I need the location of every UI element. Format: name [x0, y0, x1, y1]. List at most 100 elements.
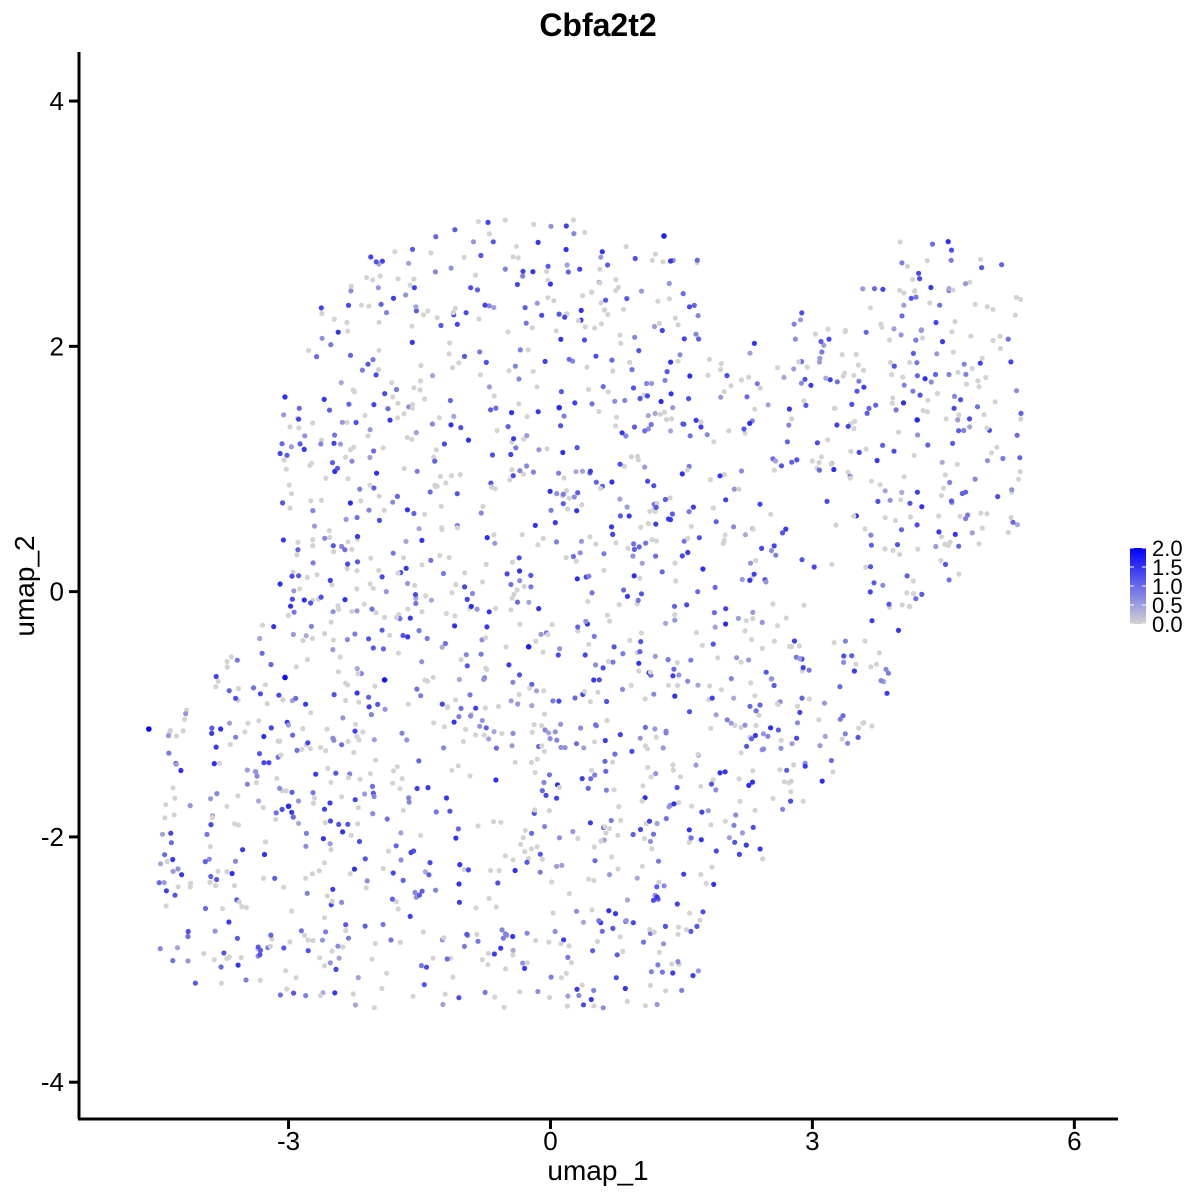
scatter-point — [161, 880, 167, 886]
scatter-point — [605, 311, 611, 318]
scatter-point — [296, 425, 302, 431]
scatter-point — [724, 373, 730, 379]
scatter-point — [303, 701, 309, 707]
scatter-point — [409, 402, 416, 408]
scatter-point — [250, 685, 257, 691]
scatter-point — [281, 884, 287, 890]
scatter-point — [345, 738, 351, 745]
scatter-point — [371, 402, 377, 408]
scatter-point — [330, 735, 336, 741]
scatter-point — [649, 846, 655, 852]
scatter-point — [371, 737, 377, 743]
scatter-point — [480, 579, 486, 585]
scatter-point — [240, 847, 246, 853]
scatter-point — [990, 337, 996, 344]
scatter-point — [841, 370, 848, 376]
scatter-point — [644, 380, 650, 387]
scatter-point — [328, 847, 334, 853]
scatter-point — [796, 643, 802, 649]
scatter-point — [573, 908, 580, 914]
scatter-point — [880, 286, 886, 292]
scatter-point — [390, 780, 396, 786]
scatter-point — [591, 877, 597, 884]
scatter-point — [612, 911, 619, 917]
scatter-point — [851, 372, 857, 378]
scatter-point — [494, 427, 500, 434]
scatter-point — [416, 892, 422, 898]
scatter-point — [688, 523, 694, 529]
scatter-point — [465, 867, 471, 873]
scatter-point — [957, 513, 963, 519]
scatter-point — [591, 677, 597, 683]
scatter-point — [979, 525, 985, 531]
scatter-point — [534, 384, 540, 390]
scatter-point — [655, 298, 661, 304]
scatter-point — [478, 651, 484, 657]
scatter-point — [167, 727, 173, 734]
scatter-point — [695, 751, 701, 757]
scatter-point — [748, 736, 755, 742]
scatter-point — [726, 835, 733, 841]
scatter-point — [598, 300, 604, 306]
scatter-point — [483, 359, 489, 365]
scatter-point — [697, 917, 703, 923]
scatter-point — [548, 507, 554, 513]
scatter-point — [540, 535, 546, 542]
scatter-point — [670, 405, 676, 411]
scatter-point — [173, 733, 180, 739]
scatter-point — [483, 725, 489, 731]
scatter-point — [524, 859, 530, 865]
scatter-point — [381, 507, 387, 513]
scatter-point — [446, 351, 452, 357]
scatter-point — [461, 866, 467, 873]
scatter-point — [990, 306, 996, 312]
scatter-point — [213, 673, 219, 680]
scatter-point — [910, 578, 916, 584]
scatter-point — [908, 295, 914, 301]
scatter-point — [488, 484, 494, 490]
scatter-point — [642, 428, 648, 434]
scatter-point — [170, 958, 176, 964]
scatter-point — [802, 376, 808, 382]
scatter-point — [575, 628, 581, 634]
scatter-point — [277, 992, 283, 998]
scatter-point — [291, 588, 297, 594]
scatter-point — [416, 628, 422, 634]
scatter-point — [346, 401, 352, 407]
scatter-point — [229, 870, 235, 877]
scatter-point — [301, 597, 307, 603]
scatter-point — [672, 693, 678, 699]
scatter-point — [412, 592, 419, 598]
scatter-point — [520, 471, 527, 477]
scatter-point — [853, 661, 859, 667]
scatter-point — [448, 473, 455, 479]
scatter-point — [202, 859, 208, 865]
scatter-point — [244, 767, 250, 773]
scatter-point — [938, 492, 945, 499]
scatter-point — [317, 993, 324, 999]
scatter-point — [319, 937, 326, 943]
scatter-point — [556, 698, 562, 704]
scatter-point — [423, 593, 429, 599]
scatter-point — [592, 772, 598, 778]
scatter-point — [703, 881, 709, 887]
scatter-point — [744, 394, 750, 400]
x-tick-label: 3 — [805, 1126, 819, 1156]
scatter-point — [334, 465, 341, 471]
scatter-point — [331, 316, 337, 322]
scatter-point — [576, 992, 582, 999]
scatter-point — [592, 325, 598, 331]
scatter-point — [490, 239, 496, 245]
scatter-point — [867, 589, 873, 595]
scatter-point — [784, 767, 790, 773]
scatter-point — [618, 817, 624, 824]
scatter-point — [984, 511, 990, 517]
scatter-point — [715, 655, 721, 661]
scatter-point — [344, 566, 350, 572]
scatter-point — [999, 262, 1005, 268]
scatter-point — [285, 612, 292, 619]
scatter-point — [910, 590, 917, 597]
scatter-point — [615, 832, 621, 838]
scatter-point — [416, 758, 422, 764]
scatter-point — [413, 308, 419, 314]
